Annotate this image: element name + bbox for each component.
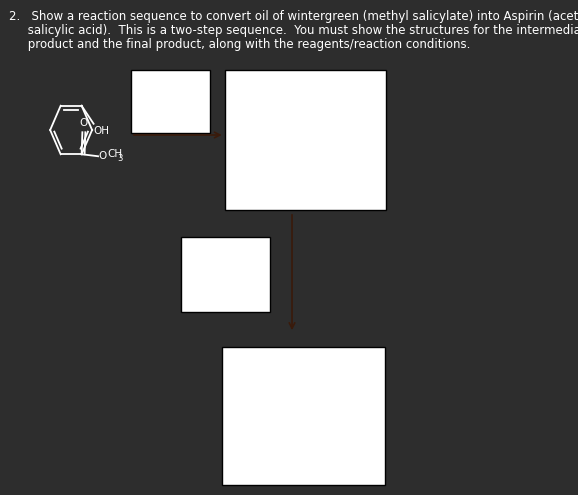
Text: O: O bbox=[98, 151, 106, 161]
Text: CH: CH bbox=[107, 149, 122, 159]
Bar bbox=[221, 347, 385, 485]
Bar bbox=[225, 70, 386, 210]
Bar bbox=[131, 70, 210, 133]
Text: 2.   Show a reaction sequence to convert oil of wintergreen (methyl salicylate) : 2. Show a reaction sequence to convert o… bbox=[9, 10, 578, 23]
Bar bbox=[181, 237, 269, 312]
Text: 3: 3 bbox=[117, 154, 122, 163]
Text: product and the final product, along with the reagents/reaction conditions.: product and the final product, along wit… bbox=[9, 38, 470, 51]
Text: salicylic acid).  This is a two-step sequence.  You must show the structures for: salicylic acid). This is a two-step sequ… bbox=[9, 24, 578, 37]
Text: OH: OH bbox=[94, 126, 110, 136]
Text: O: O bbox=[80, 118, 88, 128]
